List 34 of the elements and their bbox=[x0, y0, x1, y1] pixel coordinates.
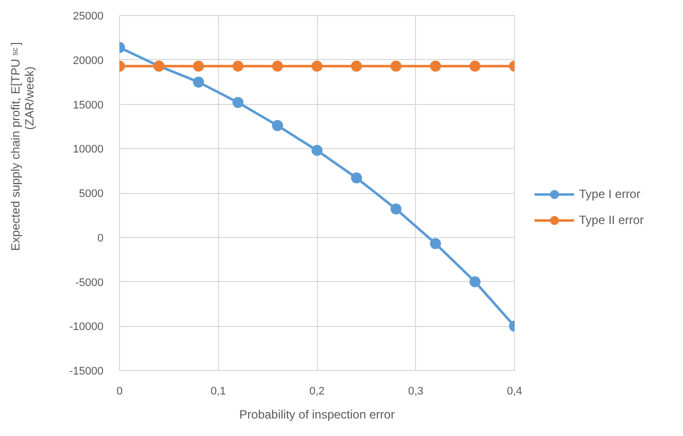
point bbox=[390, 60, 402, 72]
point bbox=[312, 60, 322, 72]
point bbox=[351, 60, 362, 72]
point bbox=[232, 60, 244, 72]
y-tick-label: 5000 bbox=[79, 188, 104, 200]
y-tick-label: 0 bbox=[97, 232, 104, 244]
x-tick-label: 0,3 bbox=[408, 386, 424, 398]
y-tick-label: -10000 bbox=[69, 321, 104, 334]
x-axis-title: Probability of inspection error bbox=[239, 408, 395, 422]
point bbox=[430, 60, 441, 72]
y-tick-label: 25000 bbox=[72, 10, 104, 22]
x-tick-label: 0 bbox=[116, 386, 123, 398]
legend-label: Type I error bbox=[579, 187, 640, 201]
y-tick-label: 10000 bbox=[72, 144, 104, 156]
point bbox=[232, 96, 244, 108]
x-tick-label: 0,2 bbox=[309, 386, 325, 398]
point bbox=[351, 172, 362, 184]
point bbox=[272, 60, 283, 72]
y-tick-label: -5000 bbox=[75, 276, 104, 289]
y-tick-label: -15000 bbox=[69, 366, 104, 378]
y-tick-label: 20000 bbox=[72, 54, 104, 67]
point bbox=[312, 144, 322, 156]
text: Expected supply chain profit, E[TPUsc] (ZAR/week) bbox=[8, 42, 36, 251]
point bbox=[430, 238, 441, 250]
point bbox=[470, 60, 480, 72]
x-tick-label: 0,1 bbox=[210, 386, 226, 398]
point bbox=[272, 120, 283, 132]
x-tick-label: 0,4 bbox=[506, 386, 522, 398]
point bbox=[193, 76, 204, 88]
point bbox=[193, 60, 204, 72]
point bbox=[390, 203, 402, 214]
point bbox=[470, 276, 480, 288]
legend-label: Type II error bbox=[579, 213, 644, 227]
y-tick-label: 15000 bbox=[72, 99, 104, 112]
